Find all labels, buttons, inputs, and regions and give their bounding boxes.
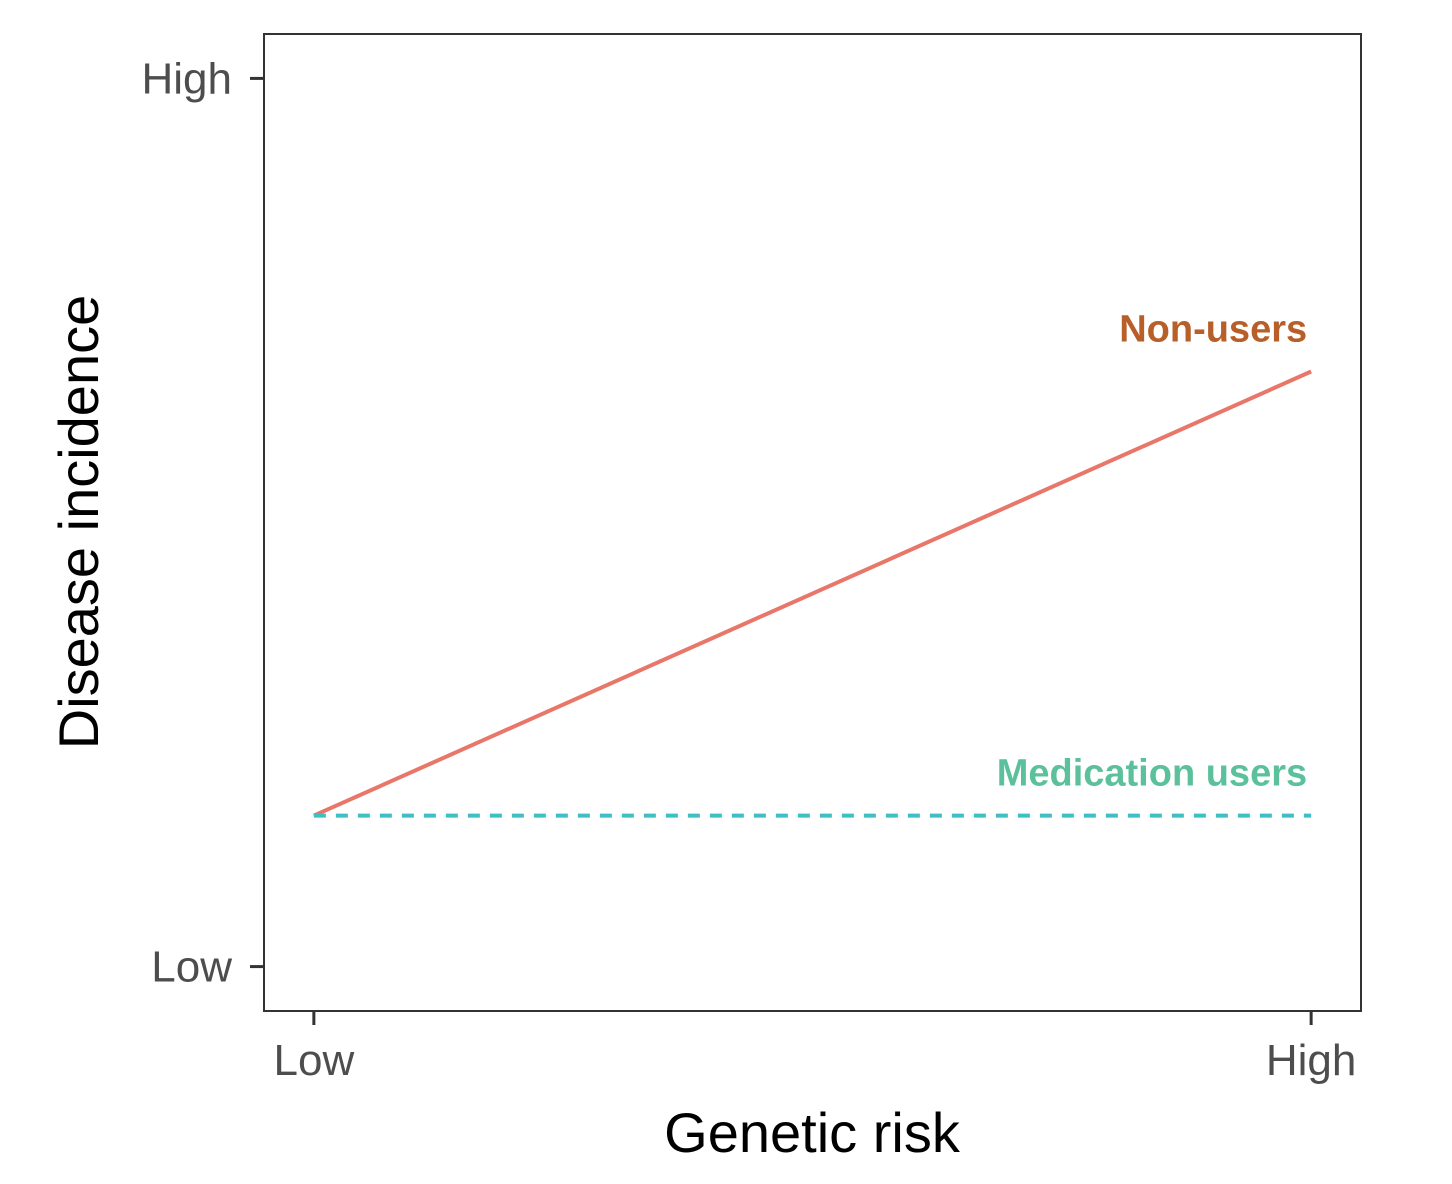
y-axis: Low High	[142, 54, 264, 992]
plot-panel	[263, 33, 1362, 1012]
x-tick-label: Low	[274, 1036, 355, 1085]
x-tick-label: High	[1266, 1036, 1357, 1085]
series-lines	[313, 369, 1312, 818]
series-line-non-users	[313, 369, 1312, 818]
series-label: Non-users	[1119, 309, 1307, 351]
x-axis: Low High	[274, 1011, 1357, 1085]
series-label: Medication users	[997, 753, 1307, 795]
x-axis-title: Genetic risk	[664, 1101, 961, 1164]
y-axis-title: Disease incidence	[47, 295, 110, 749]
y-tick-label: High	[142, 54, 233, 103]
series-labels: Non-users Medication users	[997, 309, 1307, 795]
y-tick-label: Low	[151, 943, 232, 992]
